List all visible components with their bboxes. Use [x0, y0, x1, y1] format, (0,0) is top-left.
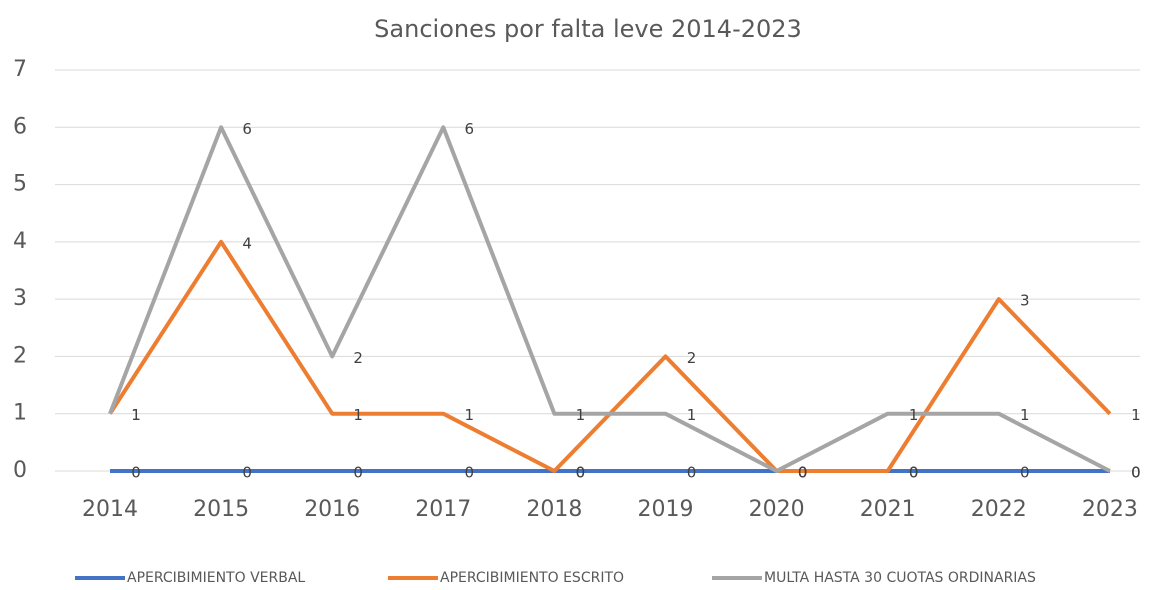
data-label: 0: [798, 464, 808, 482]
data-label: 0: [1131, 464, 1141, 482]
series-line: [108, 125, 1111, 473]
data-label: 6: [242, 120, 252, 138]
data-label: 0: [465, 464, 475, 482]
data-label: 6: [465, 120, 475, 138]
legend-label: APERCIBIMIENTO VERBAL: [127, 570, 305, 586]
legend-label: MULTA HASTA 30 CUOTAS ORDINARIAS: [764, 570, 1036, 586]
data-label: 0: [798, 464, 808, 482]
data-label: 0: [798, 464, 808, 482]
x-tick-label: 2020: [749, 497, 805, 522]
data-label: 0: [687, 464, 697, 482]
x-tick-label: 2019: [638, 497, 694, 522]
x-tick-label: 2016: [304, 497, 360, 522]
y-tick-label: 4: [13, 229, 27, 254]
y-tick-label: 0: [13, 458, 27, 483]
y-tick-label: 1: [13, 401, 27, 426]
data-label: 0: [1020, 464, 1030, 482]
x-tick-label: 2021: [860, 497, 916, 522]
data-label: 1: [353, 406, 363, 424]
data-label: 0: [1131, 464, 1141, 482]
data-label: 0: [576, 464, 586, 482]
y-tick-label: 6: [13, 114, 27, 139]
y-tick-label: 7: [13, 57, 27, 82]
data-label: 0: [576, 464, 586, 482]
data-label: 0: [909, 464, 919, 482]
x-tick-label: 2022: [971, 497, 1027, 522]
data-label: 1: [687, 406, 697, 424]
x-tick-label: 2023: [1082, 497, 1138, 522]
data-label: 1: [576, 406, 586, 424]
y-tick-label: 5: [13, 172, 27, 197]
data-label: 1: [131, 406, 141, 424]
data-label: 3: [1020, 292, 1030, 310]
y-tick-label: 2: [13, 343, 27, 368]
data-label: 2: [687, 349, 697, 367]
x-tick-label: 2018: [526, 497, 582, 522]
data-label: 1: [131, 406, 141, 424]
data-label: 4: [242, 234, 252, 252]
x-tick-label: 2014: [82, 497, 138, 522]
x-tick-label: 2017: [415, 497, 471, 522]
y-tick-label: 3: [13, 286, 27, 311]
legend-label: APERCIBIMIENTO ESCRITO: [440, 570, 624, 586]
data-label: 0: [353, 464, 363, 482]
data-label: 0: [242, 464, 252, 482]
data-label: 1: [909, 406, 919, 424]
chart-title: Sanciones por falta leve 2014-2023: [374, 15, 802, 43]
data-label: 1: [1131, 406, 1141, 424]
x-tick-label: 2015: [193, 497, 249, 522]
data-label: 0: [909, 464, 919, 482]
data-label: 1: [1020, 406, 1030, 424]
data-label: 1: [465, 406, 475, 424]
data-label: 2: [353, 349, 363, 367]
data-label: 0: [131, 464, 141, 482]
